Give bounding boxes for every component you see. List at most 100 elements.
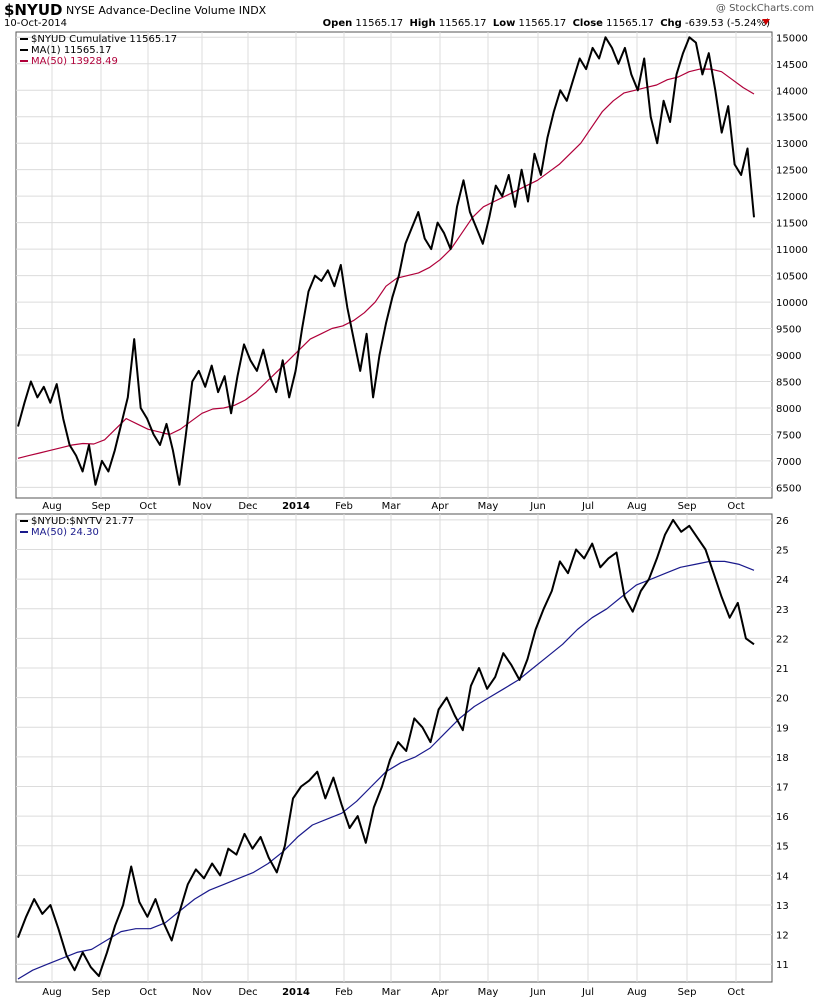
- y-tick-label: 17: [776, 783, 789, 794]
- top-panel: 6500 7000 7500 8000 8500 9000 9500 10000 10500 11…: [15, 31, 808, 512]
- x-tick-label: Sep: [678, 987, 697, 998]
- x-tick-label: Jul: [581, 987, 594, 998]
- x-tick-label: Apr: [431, 987, 449, 998]
- y-tick-label: 13: [776, 901, 789, 912]
- chg-value: -639.53 (-5.24%): [685, 18, 770, 29]
- x-tick-label: Dec: [238, 987, 257, 998]
- chart-name: NYSE Advance-Decline Volume INDX: [66, 4, 267, 17]
- open-label: Open: [322, 18, 353, 29]
- y-tick-label: 11000: [776, 245, 808, 256]
- x-tick-label: Dec: [238, 501, 257, 512]
- y-tick-label: 8500: [776, 378, 801, 389]
- x-tick-label: 2014: [282, 501, 310, 512]
- y-tick-label: 13500: [776, 113, 808, 124]
- stockcharts-watermark: @ StockCharts.com: [715, 3, 814, 14]
- x-tick-label: Oct: [727, 501, 744, 512]
- chg-label: Chg: [660, 18, 682, 29]
- price-line: [17, 518, 755, 978]
- y-tick-label: 14: [776, 871, 789, 882]
- y-tick-label: 7500: [776, 430, 801, 441]
- y-tick-label: 8000: [776, 404, 801, 415]
- top-panel-series: [17, 36, 755, 486]
- chart-symbol: $NYUD: [4, 1, 63, 19]
- legend-entry: MA(1) 11565.17: [31, 45, 112, 56]
- y-tick-label: 22: [776, 634, 789, 645]
- legend-entry: $NYUD Cumulative 11565.17: [31, 34, 177, 45]
- x-tick-label: Sep: [92, 501, 111, 512]
- top-panel-grid: [16, 32, 772, 498]
- x-tick-label: Sep: [92, 987, 111, 998]
- y-tick-label: 11500: [776, 219, 808, 230]
- x-tick-label: May: [478, 987, 499, 998]
- y-tick-label: 12000: [776, 192, 808, 203]
- open-value: 11565.17: [355, 18, 404, 29]
- x-tick-label: Apr: [431, 501, 449, 512]
- close-value: 11565.17: [606, 18, 654, 29]
- bottom-panel-y-ticks: 11 12 13 14 15 16 17 18 19 20 21 22 23 24 25 26: [776, 516, 789, 971]
- top-panel-y-ticks: 6500 7000 7500 8000 8500 9000 9500 10000 10500 11…: [776, 33, 808, 494]
- high-value: 11565.17: [438, 18, 487, 29]
- y-tick-label: 10000: [776, 298, 808, 309]
- y-tick-label: 9500: [776, 325, 801, 336]
- ma50-line: [17, 68, 755, 459]
- x-tick-label: Nov: [192, 501, 212, 512]
- y-tick-label: 25: [776, 546, 789, 557]
- low-label: Low: [492, 18, 516, 29]
- y-tick-label: 18: [776, 753, 789, 764]
- x-tick-label: Nov: [192, 987, 212, 998]
- top-panel-frame: [15, 31, 773, 499]
- x-tick-label: Jun: [529, 501, 546, 512]
- y-tick-label: 14500: [776, 60, 808, 71]
- y-tick-label: 13000: [776, 139, 808, 150]
- y-tick-label: 14000: [776, 86, 808, 97]
- x-tick-label: Jul: [581, 501, 594, 512]
- y-tick-label: 21: [776, 664, 789, 675]
- x-tick-label: Mar: [382, 501, 402, 512]
- x-tick-label: Feb: [335, 501, 353, 512]
- x-tick-label: Feb: [335, 987, 353, 998]
- x-tick-label: Sep: [678, 501, 697, 512]
- x-tick-label: 2014: [282, 987, 310, 998]
- low-value: 11565.17: [518, 18, 567, 29]
- chart-date: 10-Oct-2014: [4, 18, 67, 29]
- down-arrow-icon: [762, 19, 770, 25]
- bottom-panel-x-labels: Aug Sep Oct Nov Dec 2014 Feb Mar Apr May Jun Jul Aug…: [42, 987, 744, 998]
- y-tick-label: 11: [776, 960, 789, 971]
- y-tick-label: 19: [776, 723, 789, 734]
- legend-entry: MA(50) 13928.49: [31, 56, 118, 67]
- bottom-panel-series: [17, 518, 755, 980]
- legend-entry: MA(50) 24.30: [31, 527, 99, 538]
- x-tick-label: Aug: [42, 501, 62, 512]
- y-tick-label: 10500: [776, 272, 808, 283]
- x-tick-label: Oct: [727, 987, 744, 998]
- y-tick-label: 9000: [776, 351, 801, 362]
- legend-entry: $NYUD:$NYTV 21.77: [31, 516, 134, 527]
- x-tick-label: Oct: [139, 501, 156, 512]
- y-tick-label: 20: [776, 694, 789, 705]
- bottom-panel-grid: [16, 514, 772, 982]
- bottom-panel-frame: [15, 513, 773, 983]
- price-line: [17, 36, 755, 486]
- y-tick-label: 7000: [776, 457, 801, 468]
- y-tick-label: 6500: [776, 483, 801, 494]
- close-label: Close: [572, 18, 603, 29]
- y-tick-label: 24: [776, 575, 789, 586]
- y-tick-label: 12: [776, 931, 789, 942]
- y-tick-label: 23: [776, 605, 789, 616]
- y-tick-label: 26: [776, 516, 789, 527]
- x-tick-label: May: [478, 501, 499, 512]
- x-tick-label: Aug: [42, 987, 62, 998]
- ohlc-readout: Open 11565.17 High 11565.17 Low 11565.17…: [323, 18, 770, 29]
- x-tick-label: Oct: [139, 987, 156, 998]
- y-tick-label: 16: [776, 812, 789, 823]
- x-tick-label: Aug: [627, 987, 647, 998]
- y-tick-label: 12500: [776, 166, 808, 177]
- y-tick-label: 15: [776, 842, 789, 853]
- high-label: High: [409, 18, 436, 29]
- y-tick-label: 15000: [776, 33, 808, 44]
- x-tick-label: Mar: [382, 987, 402, 998]
- x-tick-label: Aug: [627, 501, 647, 512]
